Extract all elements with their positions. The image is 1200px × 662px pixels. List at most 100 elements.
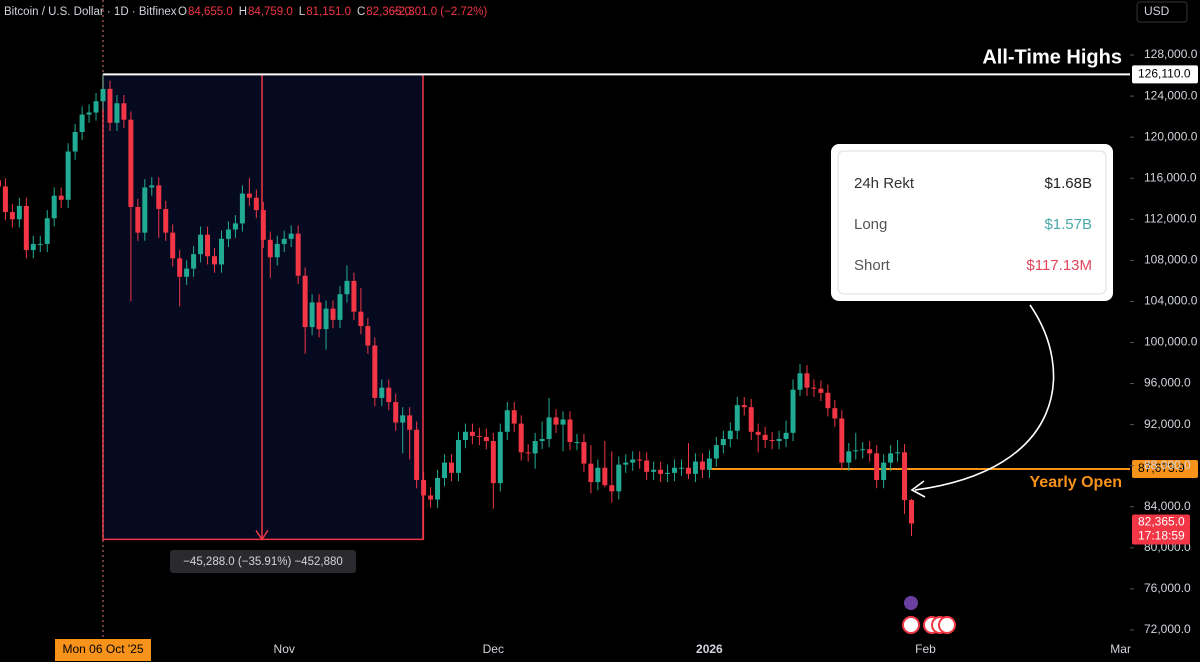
candle-body — [881, 462, 887, 481]
y-tick-label: 92,000.0 — [1144, 417, 1191, 431]
rekt-label: 24h Rekt — [854, 175, 915, 192]
candle-body — [246, 193, 252, 198]
candle-body — [65, 151, 71, 200]
candles — [0, 74, 915, 540]
candle-body — [734, 405, 740, 431]
y-tick-label: 112,000.0 — [1144, 211, 1197, 225]
candle-body — [142, 187, 148, 233]
arrow — [914, 304, 1055, 491]
candle-body — [212, 256, 218, 265]
candle-body — [323, 308, 329, 330]
candle-body — [344, 280, 350, 295]
currency-box[interactable] — [1136, 1, 1188, 23]
candle-body — [295, 233, 301, 276]
over-layer: −45,288.0 (−35.91%) −452,880 All-Time Hig… — [55, 47, 1198, 661]
last-price-label: 82,365.0 — [1138, 515, 1185, 529]
candle-body — [720, 438, 726, 446]
candle-body — [365, 326, 371, 346]
level-tag — [1132, 65, 1198, 84]
candle-body — [128, 119, 134, 207]
candle-body — [44, 218, 50, 244]
crosshair-label-box — [55, 639, 151, 661]
under-layer — [102, 0, 1130, 640]
x-tick-label: Nov — [274, 642, 295, 656]
candle-body — [804, 373, 810, 388]
candle-body — [909, 500, 915, 524]
measure-arrow-head — [255, 529, 269, 541]
candle-body — [372, 345, 378, 398]
candle-body — [414, 429, 420, 481]
candle-body — [407, 415, 413, 430]
candle-body — [832, 408, 838, 419]
rekt-card-inner — [837, 150, 1107, 295]
candle-body — [874, 453, 880, 481]
candle-body — [449, 462, 454, 473]
candle-body — [525, 452, 531, 454]
candle-body — [30, 243, 36, 251]
candle-body — [790, 389, 796, 433]
ohlc-value: 82,365.0 — [366, 6, 411, 18]
y-tick-label: 116,000.0 — [1144, 170, 1197, 184]
event-icon[interactable] — [938, 616, 956, 634]
measure-box — [102, 73, 424, 541]
y-tick-label: 88,000.0 — [1144, 458, 1191, 472]
candle-body — [302, 275, 308, 328]
event-icon[interactable] — [904, 596, 918, 610]
rekt-value: $117.13M — [1026, 257, 1092, 274]
ohlc-key: L — [299, 6, 306, 18]
rekt-label: Long — [854, 216, 887, 233]
candle-body — [518, 423, 524, 453]
ohlc-value: 84,655.0 — [188, 6, 233, 18]
candle-body — [253, 197, 259, 211]
candle-body — [100, 88, 106, 102]
candle-body — [602, 467, 608, 486]
candle-body — [644, 460, 650, 472]
last-price-tag — [1132, 514, 1190, 545]
candle-body — [462, 431, 468, 441]
candle-body — [616, 464, 622, 492]
x-tick-label: Feb — [915, 642, 936, 656]
candle-body — [483, 436, 489, 442]
candle-body — [713, 445, 719, 459]
candle-body — [9, 212, 15, 220]
candle-body — [23, 205, 29, 251]
x-tick-label: Mar — [1110, 642, 1131, 656]
candle-body — [351, 280, 357, 312]
y-tick-label: 72,000.0 — [1144, 622, 1191, 636]
change: −2,301.0 (−2.72%) — [392, 6, 487, 18]
candle-body — [198, 234, 204, 255]
candle-body — [685, 467, 691, 474]
candle-body — [400, 415, 406, 423]
candle-body — [609, 485, 615, 492]
measure-label-box — [170, 550, 356, 573]
candle-body — [811, 387, 817, 389]
candle-body — [776, 438, 782, 442]
candle-body — [93, 101, 99, 113]
candle-body — [149, 185, 155, 188]
candle-body — [672, 467, 678, 473]
candle-body — [511, 410, 517, 424]
candle-body — [205, 234, 211, 257]
candle-body — [379, 387, 385, 398]
candle-body — [755, 431, 761, 435]
candle-body — [658, 469, 664, 474]
candle-body — [825, 392, 831, 409]
candle-body — [490, 441, 496, 484]
candle-body — [442, 462, 448, 478]
candle-body — [337, 294, 343, 320]
rekt-label: Short — [854, 257, 891, 274]
candle-body — [121, 103, 127, 120]
candle-body — [818, 388, 824, 393]
candle-body — [567, 419, 573, 443]
currency[interactable]: USD — [1144, 4, 1170, 18]
candle-body — [679, 467, 685, 469]
candle-body — [455, 440, 461, 473]
arrow-head — [910, 480, 926, 498]
candle-body — [595, 467, 601, 483]
candle-body — [783, 432, 789, 439]
candle-body — [163, 209, 169, 233]
candle-body — [560, 419, 566, 425]
event-icon[interactable] — [902, 616, 920, 634]
